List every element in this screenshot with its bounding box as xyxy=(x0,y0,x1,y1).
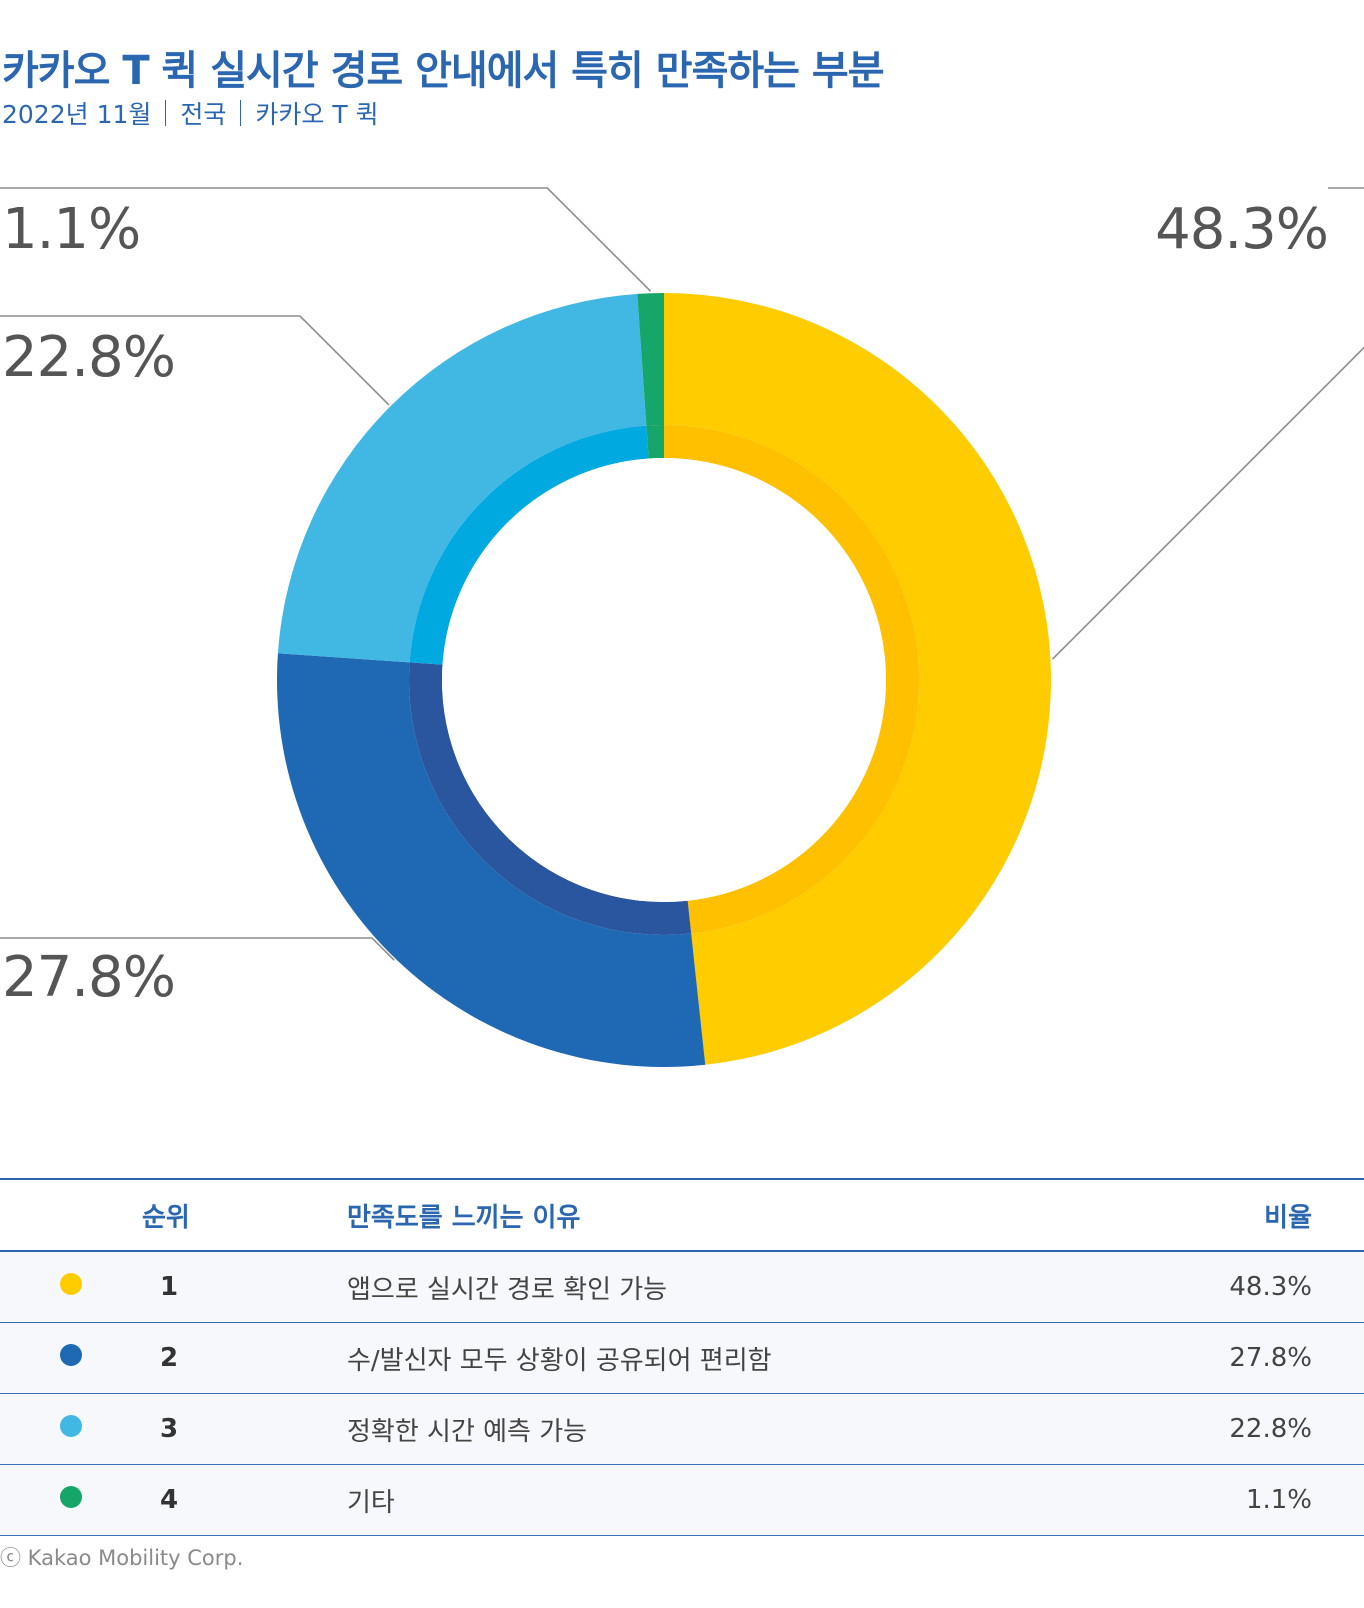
leader-line xyxy=(1051,187,1364,660)
subtitle-region: 전국 xyxy=(180,100,227,129)
copyright-footer: ⓒ Kakao Mobility Corp. xyxy=(0,1546,244,1570)
donut-chart: 48.3% 27.8% 22.8% 1.1% xyxy=(0,187,1364,1067)
subtitle-divider xyxy=(165,100,167,126)
legend-color-cell xyxy=(0,1251,142,1323)
legend-color-cell xyxy=(0,1393,142,1465)
chart-subtitle: 2022년 11월 전국 카카오 T 퀵 xyxy=(2,95,379,131)
legend-table: 순위 만족도를 느끼는 이유 비율 1 앱으로 실시간 경로 확인 가능 48.… xyxy=(0,1178,1364,1536)
legend-row: 3 정확한 시간 예측 가능 22.8% xyxy=(0,1393,1364,1465)
leader-lines xyxy=(0,187,1364,961)
legend-color-cell xyxy=(0,1322,142,1394)
donut-slice-inner xyxy=(409,425,649,665)
slice-value-label: 22.8% xyxy=(2,325,175,390)
legend-color-cell xyxy=(0,1464,142,1536)
legend-color-dot xyxy=(60,1273,82,1295)
legend-color-dot xyxy=(60,1486,82,1508)
chart-title: 카카오 T 퀵 실시간 경로 안내에서 특히 만족하는 부분 xyxy=(2,48,884,94)
donut-slice-inner xyxy=(646,425,664,459)
subtitle-date: 2022년 11월 xyxy=(2,100,152,129)
legend-header-reason: 만족도를 느끼는 이유 xyxy=(346,1178,1119,1252)
legend-color-dot xyxy=(60,1415,82,1437)
donut-slice-inner xyxy=(409,662,692,935)
legend-ratio: 48.3% xyxy=(1118,1251,1364,1323)
legend-header-row: 순위 만족도를 느끼는 이유 비율 xyxy=(0,1178,1364,1252)
legend-header-color xyxy=(0,1178,142,1252)
legend-rank: 4 xyxy=(142,1464,346,1536)
legend-row: 1 앱으로 실시간 경로 확인 가능 48.3% xyxy=(0,1251,1364,1323)
slice-labels: 48.3% 27.8% 22.8% 1.1% xyxy=(2,197,1329,1010)
legend-reason: 수/발신자 모두 상황이 공유되어 편리함 xyxy=(346,1322,1119,1394)
slice-value-label: 48.3% xyxy=(1155,197,1328,262)
donut-slice-outer xyxy=(637,293,664,426)
legend-reason: 기타 xyxy=(346,1464,1119,1536)
legend-ratio: 27.8% xyxy=(1118,1322,1364,1394)
slice-value-label: 27.8% xyxy=(2,945,175,1010)
legend-ratio: 1.1% xyxy=(1118,1464,1364,1536)
legend-row: 4 기타 1.1% xyxy=(0,1464,1364,1536)
legend-reason: 앱으로 실시간 경로 확인 가능 xyxy=(346,1251,1119,1323)
subtitle-service: 카카오 T 퀵 xyxy=(255,100,379,129)
legend-header-ratio: 비율 xyxy=(1118,1178,1364,1252)
donut-slices xyxy=(276,293,1052,1067)
leader-line xyxy=(0,187,652,292)
legend-rank: 1 xyxy=(142,1251,346,1323)
donut-hole xyxy=(442,458,886,902)
legend-color-dot xyxy=(60,1344,82,1366)
donut-slice-outer xyxy=(276,653,706,1067)
legend-rank: 3 xyxy=(142,1393,346,1465)
legend-rank: 2 xyxy=(142,1322,346,1394)
leader-line xyxy=(0,937,395,961)
slice-value-label: 1.1% xyxy=(2,197,140,262)
legend-reason: 정확한 시간 예측 가능 xyxy=(346,1393,1119,1465)
donut-slice-outer xyxy=(664,293,1052,1065)
subtitle-divider xyxy=(240,100,242,126)
donut-slice-outer xyxy=(277,293,647,663)
legend-row: 2 수/발신자 모두 상황이 공유되어 편리함 27.8% xyxy=(0,1322,1364,1394)
legend-header-rank: 순위 xyxy=(142,1178,346,1252)
donut-slice-inner xyxy=(664,425,919,934)
leader-line xyxy=(0,315,390,406)
legend-ratio: 22.8% xyxy=(1118,1393,1364,1465)
